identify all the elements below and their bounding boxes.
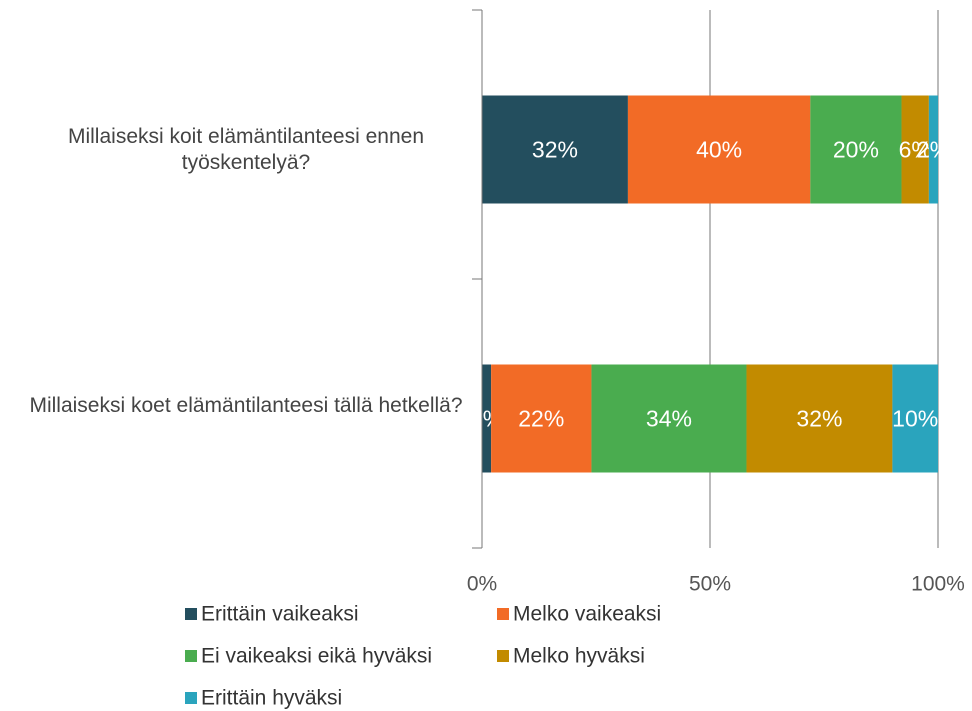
data-label: 34%: [646, 406, 692, 432]
legend-swatch: [185, 692, 197, 704]
x-tick-label: 100%: [911, 573, 965, 596]
bar-segment: [491, 364, 592, 473]
legend-swatch: [497, 650, 509, 662]
data-label: 6%: [899, 137, 932, 163]
bar-segment: [482, 364, 492, 473]
legend-label: Erittäin hyväksi: [201, 687, 342, 710]
data-label: 32%: [532, 137, 578, 163]
category-label: Millaiseksi koet elämäntilanteesi tällä …: [29, 393, 463, 417]
bar-segment: [892, 364, 938, 473]
legend-label: Melko vaikeaksi: [513, 603, 661, 626]
legend-swatch: [185, 650, 197, 662]
bar-segment: [810, 95, 902, 204]
legend-label: Melko hyväksi: [513, 645, 645, 668]
bar-segment: [901, 95, 929, 204]
bar-segment: [627, 95, 811, 204]
data-label: 10%: [892, 406, 938, 432]
data-label: 32%: [796, 406, 842, 432]
bar-segment: [928, 95, 938, 204]
data-label: 40%: [696, 137, 742, 163]
bar-segment: [591, 364, 747, 473]
legend-swatch: [185, 608, 197, 620]
legend-label: Ei vaikeaksi eikä hyväksi: [201, 645, 432, 668]
data-label: 22%: [518, 406, 564, 432]
bar-segment: [482, 95, 628, 204]
legend-label: Erittäin vaikeaksi: [201, 603, 359, 626]
x-tick-label: 50%: [689, 573, 731, 596]
legend-swatch: [497, 608, 509, 620]
x-tick-label: 0%: [467, 573, 497, 596]
bar-segment: [746, 364, 893, 473]
data-label: 2%: [917, 137, 950, 163]
category-label: Millaiseksi koit elämäntilanteesi ennen …: [67, 124, 424, 174]
data-label: 20%: [833, 137, 879, 163]
